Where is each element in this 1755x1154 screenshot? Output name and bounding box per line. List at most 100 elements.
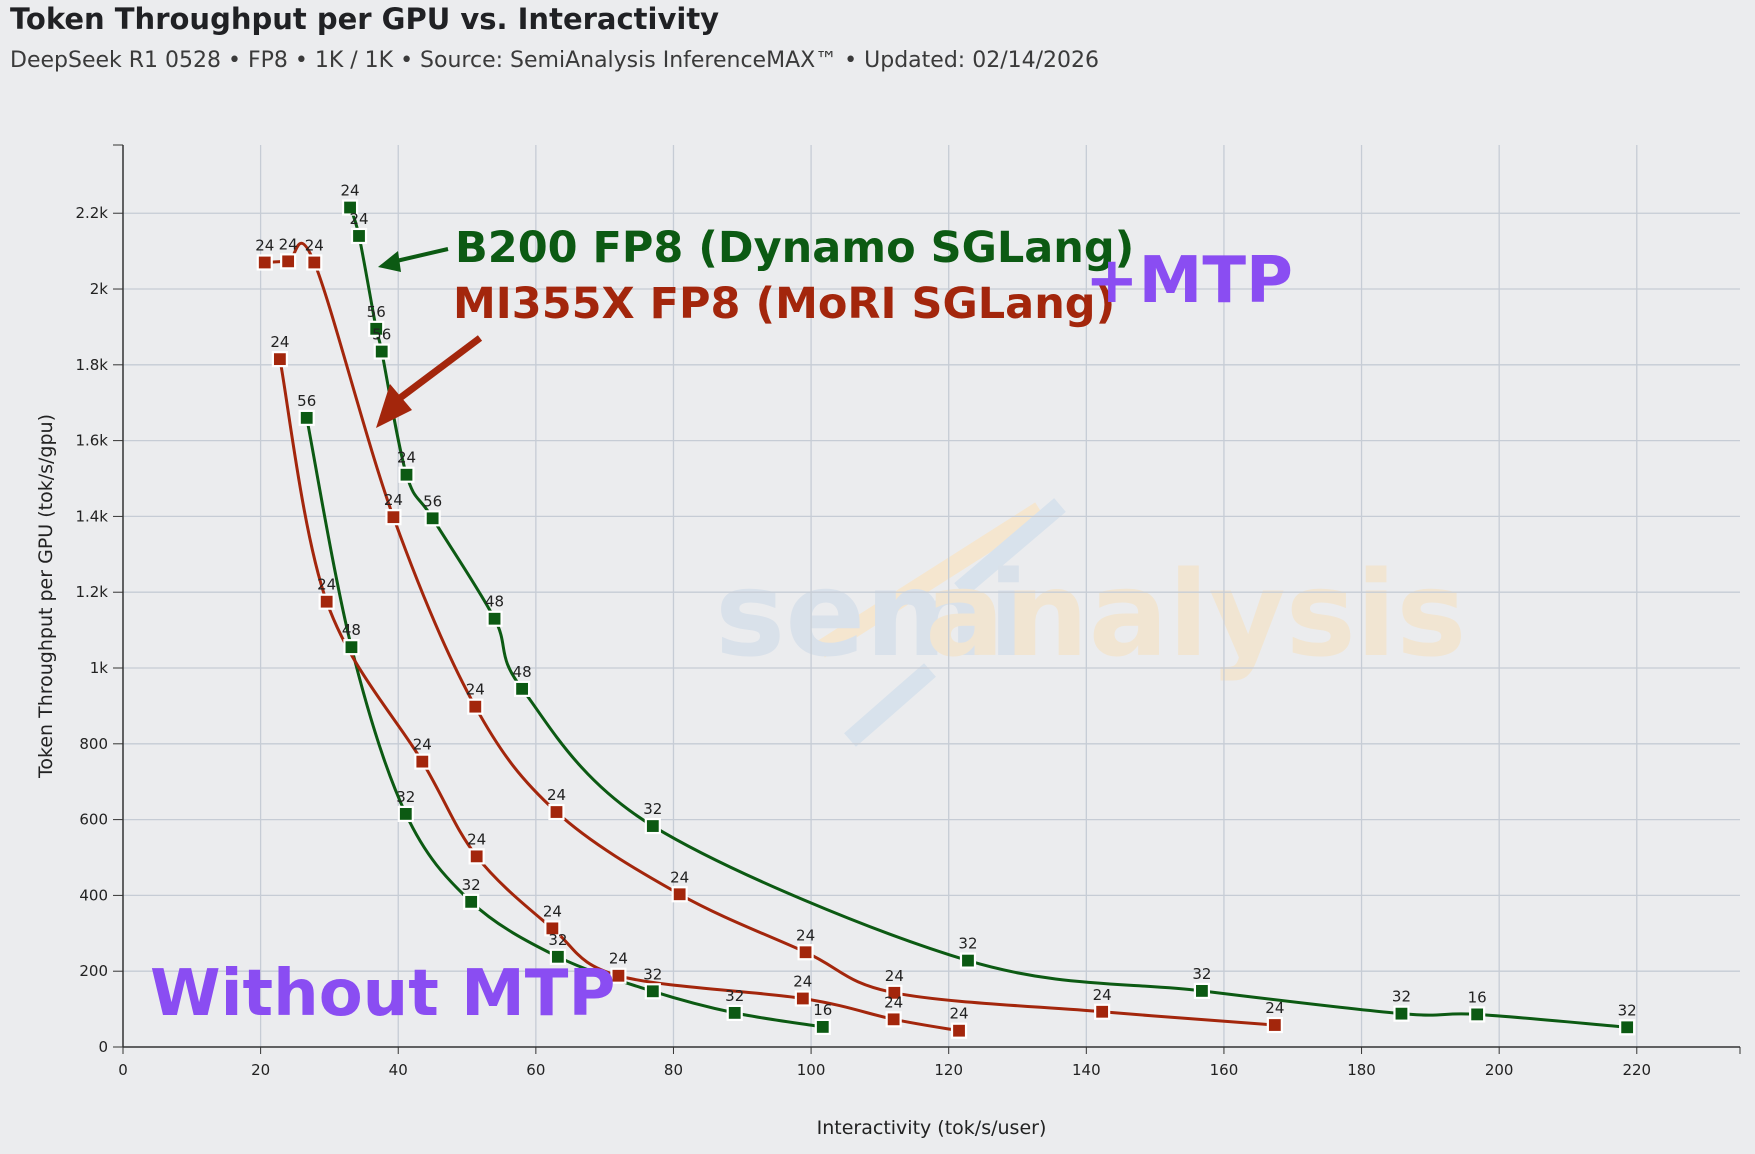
data-label: 24 <box>279 235 298 253</box>
data-point <box>280 253 297 270</box>
data-point <box>463 893 480 910</box>
data-point <box>398 466 415 483</box>
x-tick-label: 100 <box>797 1061 826 1079</box>
data-label: 32 <box>1192 965 1211 983</box>
data-point <box>468 848 485 865</box>
data-label: 24 <box>467 830 486 848</box>
data-point <box>467 698 484 715</box>
data-label: 48 <box>513 663 532 681</box>
x-tick-label: 120 <box>934 1061 963 1079</box>
data-label: 48 <box>342 621 361 639</box>
y-tick-label: 800 <box>79 735 108 753</box>
y-tick-label: 1.6k <box>75 432 108 450</box>
data-point <box>385 509 402 526</box>
data-label: 32 <box>643 800 662 818</box>
data-label: 24 <box>793 972 812 990</box>
data-point <box>610 967 627 984</box>
data-label: 24 <box>305 236 324 254</box>
data-point <box>549 948 566 965</box>
data-point <box>343 639 360 656</box>
y-tick-label: 1.8k <box>75 356 108 374</box>
series-markers <box>256 199 1636 1039</box>
data-point <box>1393 1005 1410 1022</box>
y-tick-label: 2k <box>90 280 109 298</box>
axes: 0 20 40 60 80 100 120 140 160 180 200 220 0 200 400 600… <box>35 144 1741 1139</box>
data-label: 24 <box>413 736 432 754</box>
data-point <box>671 886 688 903</box>
y-tick-label: 0 <box>98 1038 108 1056</box>
data-label: 24 <box>547 786 566 804</box>
data-point <box>306 254 323 271</box>
data-point <box>544 920 561 937</box>
grid <box>123 145 1740 1047</box>
data-point <box>486 610 503 627</box>
data-point <box>726 1004 743 1021</box>
data-point <box>1193 982 1211 1000</box>
data-label: 24 <box>341 182 360 200</box>
data-point <box>959 952 977 969</box>
point-labels: 24 24 56 56 24 56 48 48 32 32 32 32 16 32 24 24 24 24 24 24… <box>255 182 1637 1023</box>
without-mtp-annotation: Without MTP <box>150 957 615 1031</box>
data-point <box>373 343 390 360</box>
data-point <box>513 680 531 697</box>
data-point <box>298 409 315 426</box>
watermark-text-semi: semi <box>715 545 1029 683</box>
x-tick-label: 60 <box>526 1061 545 1079</box>
y-tick-label: 2.2k <box>75 204 108 222</box>
b200-annotation: B200 FP8 (Dynamo SGLang) <box>455 223 1134 273</box>
x-tick-label: 140 <box>1072 1061 1101 1079</box>
data-point <box>794 990 811 1007</box>
data-label: 32 <box>1618 1001 1637 1019</box>
red-arrow-icon <box>376 335 483 428</box>
data-point <box>950 1022 968 1039</box>
data-label: 32 <box>958 935 977 953</box>
x-tick-label: 200 <box>1485 1061 1514 1079</box>
data-label: 24 <box>796 926 815 944</box>
data-point <box>397 805 414 823</box>
data-point <box>885 1011 902 1028</box>
data-point <box>1094 1003 1111 1020</box>
y-tick-label: 600 <box>79 811 108 829</box>
y-axis-title: Token Throughput per GPU (tok/s/gpu) <box>35 414 57 779</box>
x-tick-label: 180 <box>1347 1061 1376 1079</box>
data-label: 56 <box>297 392 316 410</box>
y-tick-label: 1k <box>90 659 109 677</box>
x-tick-label: 160 <box>1210 1061 1239 1079</box>
watermark-text-analysis: analysis <box>925 545 1467 683</box>
data-label: 24 <box>466 681 485 699</box>
data-point <box>886 984 903 1001</box>
chart-subtitle: DeepSeek R1 0528 • FP8 • 1K / 1K • Sourc… <box>10 48 1099 73</box>
data-label: 24 <box>949 1005 968 1023</box>
y-tick-label: 1.2k <box>75 583 108 601</box>
data-point <box>548 803 565 821</box>
data-point <box>1619 1019 1636 1036</box>
x-tick-label: 220 <box>1622 1061 1651 1079</box>
data-label: 32 <box>462 876 481 894</box>
x-tick-label: 0 <box>118 1061 128 1079</box>
annotations: B200 FP8 (Dynamo SGLang) MI355X FP8 (MoR… <box>150 223 1293 1031</box>
x-tick-label: 40 <box>389 1061 408 1079</box>
data-label: 24 <box>270 333 289 351</box>
data-label: 24 <box>885 967 904 985</box>
data-point <box>271 351 288 368</box>
data-label: 56 <box>372 326 391 344</box>
data-label: 32 <box>725 987 744 1005</box>
data-label: 24 <box>543 902 562 920</box>
watermark-logo: semi analysis <box>715 498 1467 747</box>
data-label: 32 <box>396 788 415 806</box>
data-point <box>1469 1006 1486 1023</box>
data-label: 32 <box>548 931 567 949</box>
green-arrow-icon <box>378 247 449 272</box>
data-label: 24 <box>670 868 689 886</box>
data-point <box>341 199 359 216</box>
data-label: 24 <box>384 491 403 509</box>
data-label: 24 <box>255 236 274 254</box>
mtp-annotation: +MTP <box>1085 244 1293 318</box>
data-label: 32 <box>1392 988 1411 1006</box>
data-point <box>424 510 441 527</box>
data-point <box>814 1018 831 1036</box>
data-point <box>368 320 385 337</box>
data-label: 48 <box>485 593 504 611</box>
data-point <box>256 254 273 271</box>
